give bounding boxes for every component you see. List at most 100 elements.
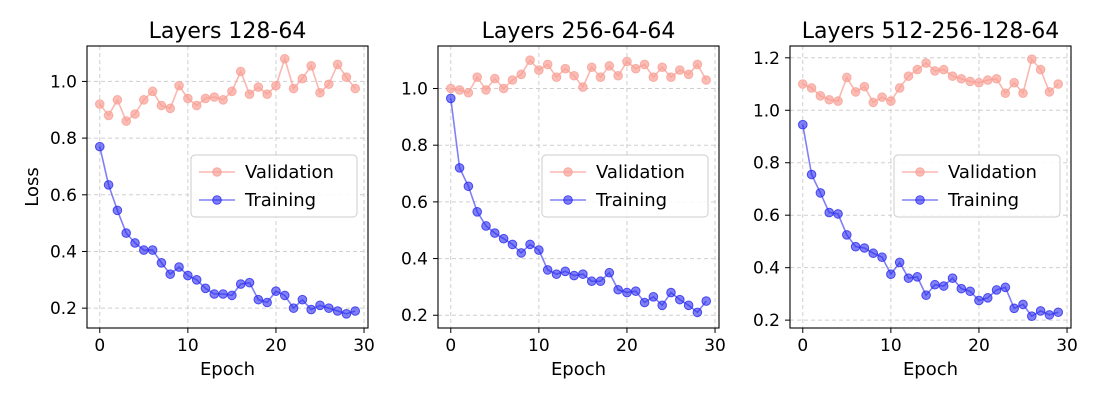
data-point-training (262, 297, 272, 308)
data-point-validation (253, 82, 264, 92)
data-point-training (938, 281, 949, 291)
data-point-validation (692, 59, 703, 70)
data-point-validation (912, 64, 923, 75)
y-tick-label: 0.4 (50, 242, 77, 262)
data-point-training (991, 285, 1002, 295)
y-tick-label: 0.2 (50, 299, 77, 319)
data-point-validation (130, 109, 140, 119)
data-point-training (507, 239, 518, 250)
data-point-training (622, 287, 632, 298)
data-point-validation (454, 85, 465, 95)
y-tick-label: 0.4 (401, 250, 428, 270)
data-point-training (842, 230, 852, 240)
legend-box (190, 154, 358, 218)
data-point-validation (965, 76, 975, 87)
data-point-validation (701, 75, 712, 85)
data-point-training (604, 267, 615, 278)
data-point-training (147, 245, 158, 255)
data-point-training (982, 293, 993, 303)
data-point-validation (877, 92, 887, 102)
data-point-training (218, 289, 228, 299)
legend: Validation Training (190, 154, 358, 218)
data-point-training (815, 188, 826, 198)
data-point-validation (657, 62, 667, 73)
subplot-title: Layers 512-256-128-64 (802, 19, 1060, 44)
data-point-training (332, 306, 343, 316)
data-point-training (253, 294, 264, 305)
y-tick-label: 0.4 (753, 259, 780, 279)
data-point-validation (112, 95, 123, 105)
legend-label-validation: Validation (948, 162, 1037, 183)
data-point-training (868, 248, 879, 259)
data-point-validation (1053, 79, 1064, 89)
x-tick-label: 20 (616, 336, 638, 356)
data-point-validation (525, 55, 535, 65)
data-point-validation (183, 93, 193, 104)
y-tick-label: 1.0 (401, 80, 428, 100)
data-point-training (525, 239, 535, 250)
data-point-training (666, 287, 676, 298)
legend-marker-training (915, 195, 925, 205)
data-point-training (947, 273, 958, 283)
data-point-validation (1009, 77, 1019, 88)
data-point-validation (191, 100, 202, 111)
x-tick-label: 20 (968, 336, 990, 356)
data-point-training (859, 243, 870, 253)
x-tick-label: 30 (353, 336, 375, 356)
data-point-training (824, 207, 834, 218)
y-tick-label: 0.2 (753, 311, 780, 331)
data-point-validation (94, 99, 105, 109)
data-point-validation (235, 66, 246, 77)
data-point-training (692, 307, 703, 318)
data-point-validation (244, 89, 255, 99)
data-point-validation (490, 73, 500, 84)
legend-box (541, 154, 709, 218)
series-line-training (801, 124, 1059, 318)
data-point-training (806, 169, 817, 180)
data-point-training (472, 206, 482, 217)
data-point-validation (806, 83, 817, 93)
data-point-validation (341, 72, 352, 82)
data-point-training (139, 245, 149, 255)
data-point-validation (666, 72, 676, 82)
data-point-validation (648, 72, 659, 82)
data-point-training (1044, 310, 1055, 320)
data-point-validation (445, 83, 456, 94)
x-tick-label: 30 (1056, 336, 1078, 356)
legend-marker-training (212, 195, 222, 205)
data-point-training (1053, 307, 1064, 318)
data-point-validation (103, 110, 114, 121)
data-point-training (912, 272, 923, 282)
data-point-validation (1018, 88, 1028, 99)
y-tick-label: 0.6 (50, 186, 77, 206)
axes-frame (86, 45, 369, 329)
data-point-training (324, 303, 334, 313)
data-point-validation (991, 73, 1002, 84)
data-point-training (350, 306, 361, 316)
data-point-validation (200, 93, 211, 104)
y-tick-label: 1.0 (50, 72, 77, 92)
data-point-training (833, 209, 843, 219)
x-tick-label: 0 (94, 336, 105, 356)
data-point-validation (1000, 88, 1011, 99)
data-point-validation (595, 72, 606, 82)
y-tick-label: 0.8 (50, 129, 77, 149)
legend-marker-validation (563, 167, 573, 177)
data-point-training (613, 284, 623, 295)
x-tick-label: 0 (797, 336, 808, 356)
data-point-validation (622, 56, 632, 67)
data-point-validation (306, 61, 316, 71)
data-point-validation (332, 59, 343, 70)
data-point-training (244, 277, 255, 288)
data-point-validation (613, 70, 623, 81)
data-point-validation (271, 80, 281, 91)
data-point-training (551, 269, 562, 279)
data-point-validation (956, 73, 967, 84)
data-point-validation (894, 83, 905, 93)
data-point-validation (797, 79, 808, 89)
data-point-training (1000, 282, 1011, 293)
data-point-validation (507, 75, 518, 85)
data-point-validation (218, 95, 228, 105)
data-point-validation (586, 62, 597, 73)
